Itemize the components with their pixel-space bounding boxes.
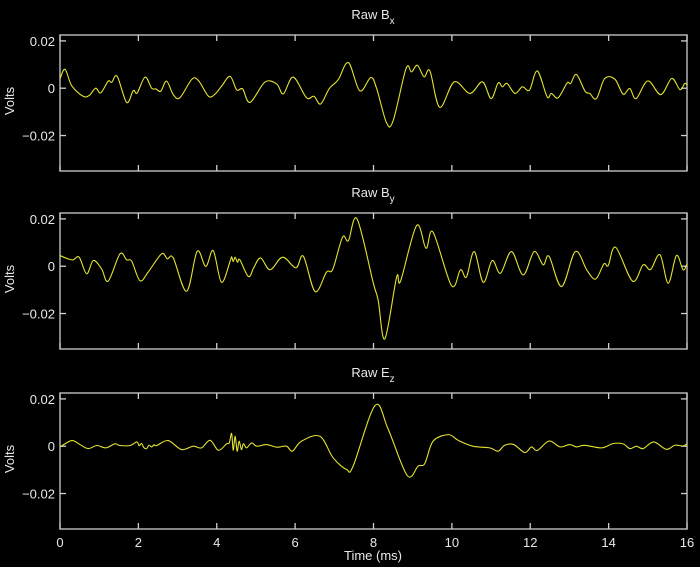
series-line-3 xyxy=(59,403,688,478)
x-tick-label: 6 xyxy=(292,535,299,550)
x-tick-label: 10 xyxy=(445,535,459,550)
subplot-title-main: Raw B xyxy=(351,185,389,200)
subplot-2: 0.02 0 −0.02 Raw By Volts xyxy=(2,185,688,350)
series-line-1 xyxy=(59,62,688,128)
y-axis-label: Volts xyxy=(2,444,17,473)
subplot-1: 0.02 0 −0.02 Raw Bx Volts xyxy=(2,7,688,172)
x-tick-label: 0 xyxy=(56,535,63,550)
y-axis-label: Volts xyxy=(2,264,17,293)
subplot-title-subscript: z xyxy=(390,374,395,385)
x-tick-label: 2 xyxy=(135,535,142,550)
subplot-title-main: Raw E xyxy=(351,365,390,380)
x-tick-label: 12 xyxy=(523,535,537,550)
y-tick-label: 0.02 xyxy=(30,34,55,49)
y-tick-label: 0 xyxy=(48,259,55,274)
x-tick-label: 8 xyxy=(370,535,377,550)
y-tick-label: −0.02 xyxy=(22,487,55,502)
y-tick-label: 0.02 xyxy=(30,392,55,407)
x-axis-label: Time (ms) xyxy=(344,548,402,563)
subplot-title: Raw Bx xyxy=(351,7,394,27)
y-tick-label: −0.02 xyxy=(22,307,55,322)
subplot-3: 0 2 4 6 8 10 12 14 16 0.02 0 −0.02 Raw Ez Volts Time (… xyxy=(2,365,694,563)
subplot-title-subscript: y xyxy=(390,194,395,205)
subplot-title: Raw By xyxy=(351,185,394,205)
x-tick-label: 16 xyxy=(680,535,694,550)
subplot-title-subscript: x xyxy=(390,16,395,27)
subplot-title-main: Raw B xyxy=(351,7,389,22)
x-tick-label: 14 xyxy=(601,535,615,550)
y-axis-label: Volts xyxy=(2,86,17,115)
series-line-2 xyxy=(59,217,688,340)
x-tick-label: 4 xyxy=(213,535,220,550)
subplot-title: Raw Ez xyxy=(351,365,394,385)
y-tick-label: −0.02 xyxy=(22,129,55,144)
y-tick-label: 0 xyxy=(48,439,55,454)
y-tick-label: 0.02 xyxy=(30,212,55,227)
y-tick-label: 0 xyxy=(48,81,55,96)
